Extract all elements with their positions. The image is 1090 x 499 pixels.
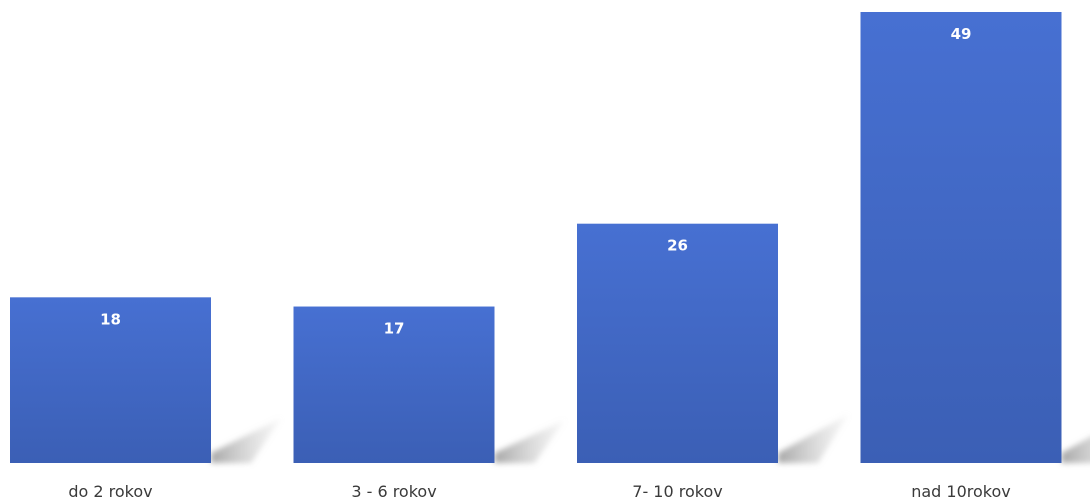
category-labels: do 2 rokov 3 - 6 rokov 7- 10 rokov nad 10ro… [68, 482, 1010, 499]
bar-shadow [1061, 437, 1090, 463]
data-label: 49 [951, 25, 972, 43]
category-label: 7- 10 rokov [632, 482, 722, 499]
data-label: 17 [384, 320, 405, 338]
bar [10, 297, 211, 463]
category-label: nad 10rokov [911, 482, 1011, 499]
bar-shadows [211, 414, 1090, 463]
bar-shadow [778, 414, 848, 463]
data-label: 26 [667, 237, 688, 255]
bar-shadow [211, 418, 281, 463]
bar [860, 12, 1062, 463]
data-label: 18 [100, 310, 121, 328]
bar-shadow [494, 420, 565, 463]
bar [293, 306, 495, 463]
bar [577, 223, 778, 463]
category-label: 3 - 6 rokov [351, 482, 436, 499]
bars [10, 12, 1062, 463]
data-labels: 18 17 26 49 [100, 25, 971, 338]
category-label: do 2 rokov [68, 482, 152, 499]
